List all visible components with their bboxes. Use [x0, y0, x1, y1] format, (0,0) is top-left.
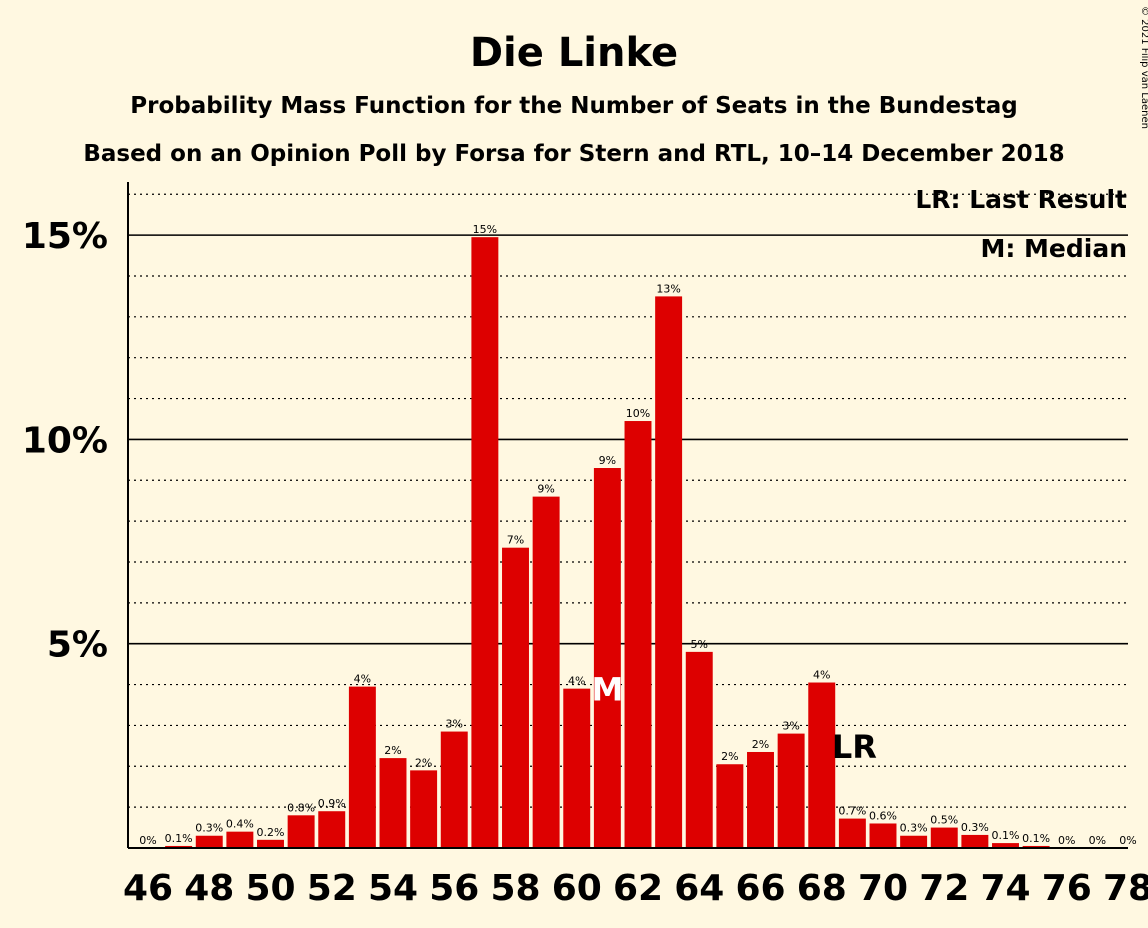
bar-value-label: 9% [599, 454, 616, 467]
bar [930, 827, 958, 848]
bar [747, 751, 774, 848]
x-tick-label: 78 [1103, 868, 1148, 909]
bar-value-label: 0% [1058, 834, 1075, 847]
bar-value-label: 7% [507, 534, 524, 547]
chart-title: Die Linke [470, 30, 678, 76]
x-tick-label: 46 [123, 868, 173, 909]
x-tick-label: 74 [980, 868, 1030, 909]
bar-value-label: 4% [354, 673, 371, 686]
x-tick-label: 50 [245, 868, 295, 909]
bar-value-label: 5% [691, 638, 708, 651]
chart-subtitle-2: Based on an Opinion Poll by Forsa for St… [83, 141, 1064, 167]
y-tick-label: 15% [22, 216, 108, 257]
x-tick-label: 60 [552, 868, 602, 909]
bar-value-label: 2% [752, 738, 769, 751]
x-tick-label: 58 [490, 868, 540, 909]
bar-value-label: 15% [473, 223, 497, 236]
bar-value-label: 4% [813, 669, 830, 682]
bar [471, 237, 499, 848]
x-tick-label: 64 [674, 868, 724, 909]
legend-median: M: Median [980, 234, 1127, 263]
bar-value-label: 0.6% [869, 809, 897, 822]
x-tick-label: 76 [1042, 868, 1092, 909]
bar [624, 421, 652, 848]
legend-last-result: LR: Last Result [915, 185, 1127, 214]
bar [532, 496, 560, 848]
bar [440, 731, 468, 848]
bar-value-label: 0.1% [165, 832, 193, 845]
bar-value-label: 2% [415, 756, 432, 769]
x-tick-label: 70 [858, 868, 908, 909]
copyright-note: © 2021 Filip van Laenen [1139, 6, 1148, 129]
bar [410, 770, 438, 848]
bar-value-label: 0.3% [195, 822, 223, 835]
bar [808, 682, 836, 848]
bar [716, 764, 744, 848]
bar [869, 823, 897, 848]
x-tick-label: 56 [429, 868, 479, 909]
bar [685, 651, 713, 848]
bar [655, 296, 683, 848]
chart-subtitle: Probability Mass Function for the Number… [130, 93, 1017, 119]
bar [1022, 845, 1050, 848]
bar [348, 686, 376, 848]
bar-value-label: 0.2% [257, 826, 285, 839]
bar-value-label: 0.1% [992, 829, 1020, 842]
bar [838, 818, 866, 848]
x-tick-label: 62 [613, 868, 663, 909]
bar [195, 835, 223, 848]
bar [961, 834, 989, 848]
bar [165, 845, 193, 848]
bar-value-label: 0.3% [961, 821, 989, 834]
x-tick-label: 54 [368, 868, 418, 909]
bar-value-label: 0.8% [287, 801, 315, 814]
bar-value-label: 13% [656, 282, 680, 295]
bar-value-label: 0.4% [226, 818, 254, 831]
bar [992, 843, 1019, 848]
bar-value-label: 10% [626, 407, 650, 420]
median-marker: M [591, 671, 623, 709]
bar [900, 835, 928, 848]
bar-value-label: 2% [384, 744, 401, 757]
bar [593, 468, 621, 848]
x-tick-label: 48 [184, 868, 234, 909]
bar-value-label: 3% [782, 720, 799, 733]
bar [257, 839, 284, 848]
bar [287, 815, 315, 848]
last-result-marker: LR [832, 728, 877, 766]
bar-value-label: 0% [139, 834, 156, 847]
y-tick-label: 5% [47, 625, 108, 666]
x-tick-label: 66 [735, 868, 785, 909]
x-tick-label: 52 [307, 868, 357, 909]
bar-value-label: 0.9% [318, 797, 346, 810]
bar [502, 547, 529, 848]
bar [379, 758, 407, 848]
bar [563, 688, 591, 848]
axis-layer: 5% 10% 15% 46 48 50 52 54 56 58 60 62 64 66 68 70 72 74 76… [22, 182, 1148, 909]
x-tick-label: 72 [919, 868, 969, 909]
bar [318, 811, 346, 848]
bar-layer: 0% 0.1%0.3% 0.4%0.2%0.8% 0.9%4%2%2%3%15%7%9… [139, 223, 1137, 848]
bar-value-label: 0.7% [838, 805, 866, 818]
bar [226, 831, 254, 848]
bar-value-label: 3% [446, 718, 463, 731]
bar-value-label: 0% [1089, 834, 1106, 847]
bar-value-label: 0.1% [1022, 832, 1050, 845]
y-tick-label: 10% [22, 420, 108, 461]
bar-value-label: 9% [537, 483, 554, 496]
bar-value-label: 0.5% [930, 814, 958, 827]
bar-value-label: 0% [1119, 834, 1136, 847]
x-tick-label: 68 [797, 868, 847, 909]
bar [777, 733, 805, 848]
bar-value-label: 4% [568, 675, 585, 688]
bar-value-label: 2% [721, 750, 738, 763]
bar-value-label: 0.3% [900, 822, 928, 835]
